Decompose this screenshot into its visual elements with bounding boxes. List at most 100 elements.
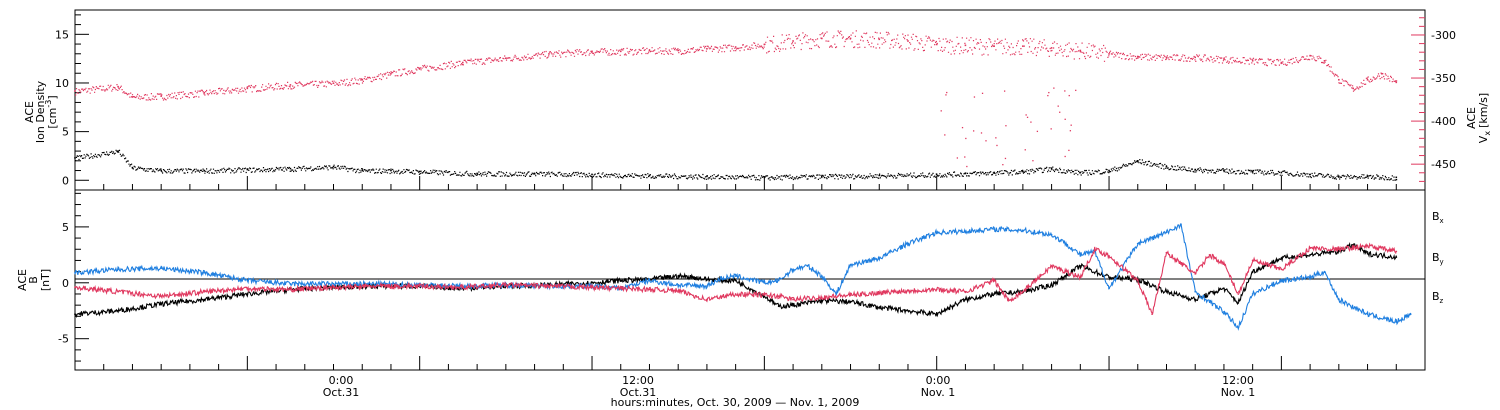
b-series-Bz-point-26 <box>964 290 967 293</box>
b-series-Bz-point-24 <box>907 289 909 292</box>
vx-outlier-4 <box>1005 125 1007 127</box>
top-series-0-point-33 <box>1136 55 1139 58</box>
legend-bz: Bz <box>1432 290 1444 305</box>
x-tick-label-2-time: 0:00 <box>926 374 951 387</box>
top-series-1-point-24 <box>1079 171 1082 174</box>
x-tick-label-3-date: Nov. 1 <box>1221 386 1256 399</box>
x-tick-label-0-date: Oct.31 <box>323 386 360 399</box>
b-series-By-point-47 <box>1323 270 1326 273</box>
b-series-Bx <box>74 242 1398 319</box>
top-series-1-point-23 <box>1050 167 1053 170</box>
legend-by: By <box>1432 251 1444 266</box>
b-series-By-point-27 <box>907 242 909 245</box>
b-series-Bx-point-38 <box>1251 270 1254 273</box>
top-series-0 <box>74 30 1398 101</box>
b-series-Bz-point-12 <box>591 286 593 289</box>
b-series-Bx-point-43 <box>1366 252 1369 255</box>
top-series-0-point-45 <box>1395 81 1398 84</box>
legend-bx: Bx <box>1432 210 1444 225</box>
top-series-0-point-31 <box>1079 49 1082 52</box>
b-series-Bx-point-39 <box>1280 257 1283 260</box>
vx-outlier-33 <box>1069 130 1072 132</box>
top-series-0-point-34 <box>1165 56 1168 59</box>
b-series-Bz-point-30 <box>1050 265 1053 267</box>
vx-outlier-17 <box>1030 121 1032 123</box>
vx-outlier-23 <box>1070 124 1072 126</box>
top-series-1-point-14 <box>648 174 651 177</box>
b-series-Bz-point-29 <box>1021 290 1024 293</box>
b-series-Bx-point-28 <box>993 293 996 295</box>
vx-outlier-1 <box>996 144 998 147</box>
top-series-0-point-2 <box>131 96 134 98</box>
top-series-0-marks <box>75 30 1398 101</box>
b-series-Bz-point-16 <box>706 298 708 301</box>
b-series-Bx-point-0 <box>74 313 76 315</box>
vx-outlier-11 <box>945 94 947 96</box>
b-series-Bz-point-25 <box>935 288 938 291</box>
b-series-By-point-3 <box>203 271 206 274</box>
top-series-0-point-30 <box>1050 47 1053 49</box>
top-panel-frame <box>74 9 1426 191</box>
b-series-Bx-point-26 <box>935 313 938 315</box>
b-series-By-point-51 <box>1409 313 1412 315</box>
top-series-0-point-5 <box>246 87 249 90</box>
b-series-Bz-point-38 <box>1194 272 1197 275</box>
top-series-0-point-18 <box>706 47 708 50</box>
top-series-1-point-3 <box>160 169 162 172</box>
b-series-Bz-point-23 <box>878 291 881 294</box>
top-series-1-point-30 <box>1251 170 1254 173</box>
top-series-0-point-13 <box>548 53 550 55</box>
b-series-Bx-point-25 <box>907 309 909 312</box>
vx-outlier-24 <box>1036 130 1039 133</box>
b-series-Bz-point-32 <box>1079 276 1082 279</box>
b-series-Bz-point-39 <box>1208 253 1211 256</box>
vx-outlier-7 <box>1025 114 1027 116</box>
vx-outlier-16 <box>966 165 968 168</box>
vx-outlier-26 <box>1024 149 1026 151</box>
b-series-By-point-33 <box>1050 233 1053 236</box>
b-series-Bz-point-18 <box>763 294 766 296</box>
top-series-1-point-9 <box>390 169 392 172</box>
b-series-By-point-41 <box>1194 290 1197 293</box>
legend-bz-label: B <box>1432 290 1440 303</box>
b-series-By-point-16 <box>706 285 708 288</box>
top-series-0-point-20 <box>763 43 766 46</box>
b-series-Bz-point-28 <box>1007 299 1010 302</box>
top-series-1-point-7 <box>332 165 335 168</box>
top-series-1-point-28 <box>1194 168 1197 171</box>
right-ylabel-line1: ACE <box>1465 107 1478 129</box>
top-ylabel-line1: ACE <box>23 101 36 123</box>
top-series-1-point-35 <box>1395 176 1398 179</box>
b-series-By <box>74 223 1412 331</box>
b-series-Bx-point-32 <box>1108 276 1110 279</box>
b-series-By-line <box>74 223 1412 331</box>
vx-outlier-2 <box>956 157 959 159</box>
b-series-By-point-14 <box>648 279 651 282</box>
top-series-0-point-21 <box>792 40 794 42</box>
vx-outlier-0 <box>981 92 984 94</box>
b-series-By-point-28 <box>921 237 924 239</box>
top-series-1-point-25 <box>1108 169 1110 172</box>
b-series-Bx-point-35 <box>1194 298 1197 301</box>
b-series-Bx-point-23 <box>849 300 852 303</box>
b-series-Bz-point-27 <box>993 279 996 282</box>
x-axis-title: hours:minutes, Oct. 30, 2009 — Nov. 1, 2… <box>611 396 860 409</box>
top-series-0-point-36 <box>1223 58 1225 60</box>
top-series-1-point-33 <box>1338 175 1340 178</box>
vx-outlier-36 <box>944 134 946 136</box>
top-left-tick-label-2: 10 <box>55 77 69 90</box>
top-series-0-point-44 <box>1381 72 1383 75</box>
bottom-left-tick-label-0: -5 <box>58 333 69 346</box>
b-series-Bz-point-3 <box>203 290 206 293</box>
b-series-By-point-31 <box>993 228 996 231</box>
b-series-Bz-point-41 <box>1237 293 1240 295</box>
top-series-0-point-39 <box>1309 54 1311 57</box>
vx-outlier-15 <box>1002 164 1004 166</box>
top-series-1-point-26 <box>1136 160 1139 162</box>
top-series-1-point-17 <box>821 175 823 178</box>
top-series-1-point-2 <box>131 166 134 169</box>
b-series-Bz-point-1 <box>117 290 119 293</box>
b-series-By-point-48 <box>1337 298 1340 301</box>
b-series-Bz-point-4 <box>246 287 249 290</box>
legend-by-label: B <box>1432 251 1440 264</box>
